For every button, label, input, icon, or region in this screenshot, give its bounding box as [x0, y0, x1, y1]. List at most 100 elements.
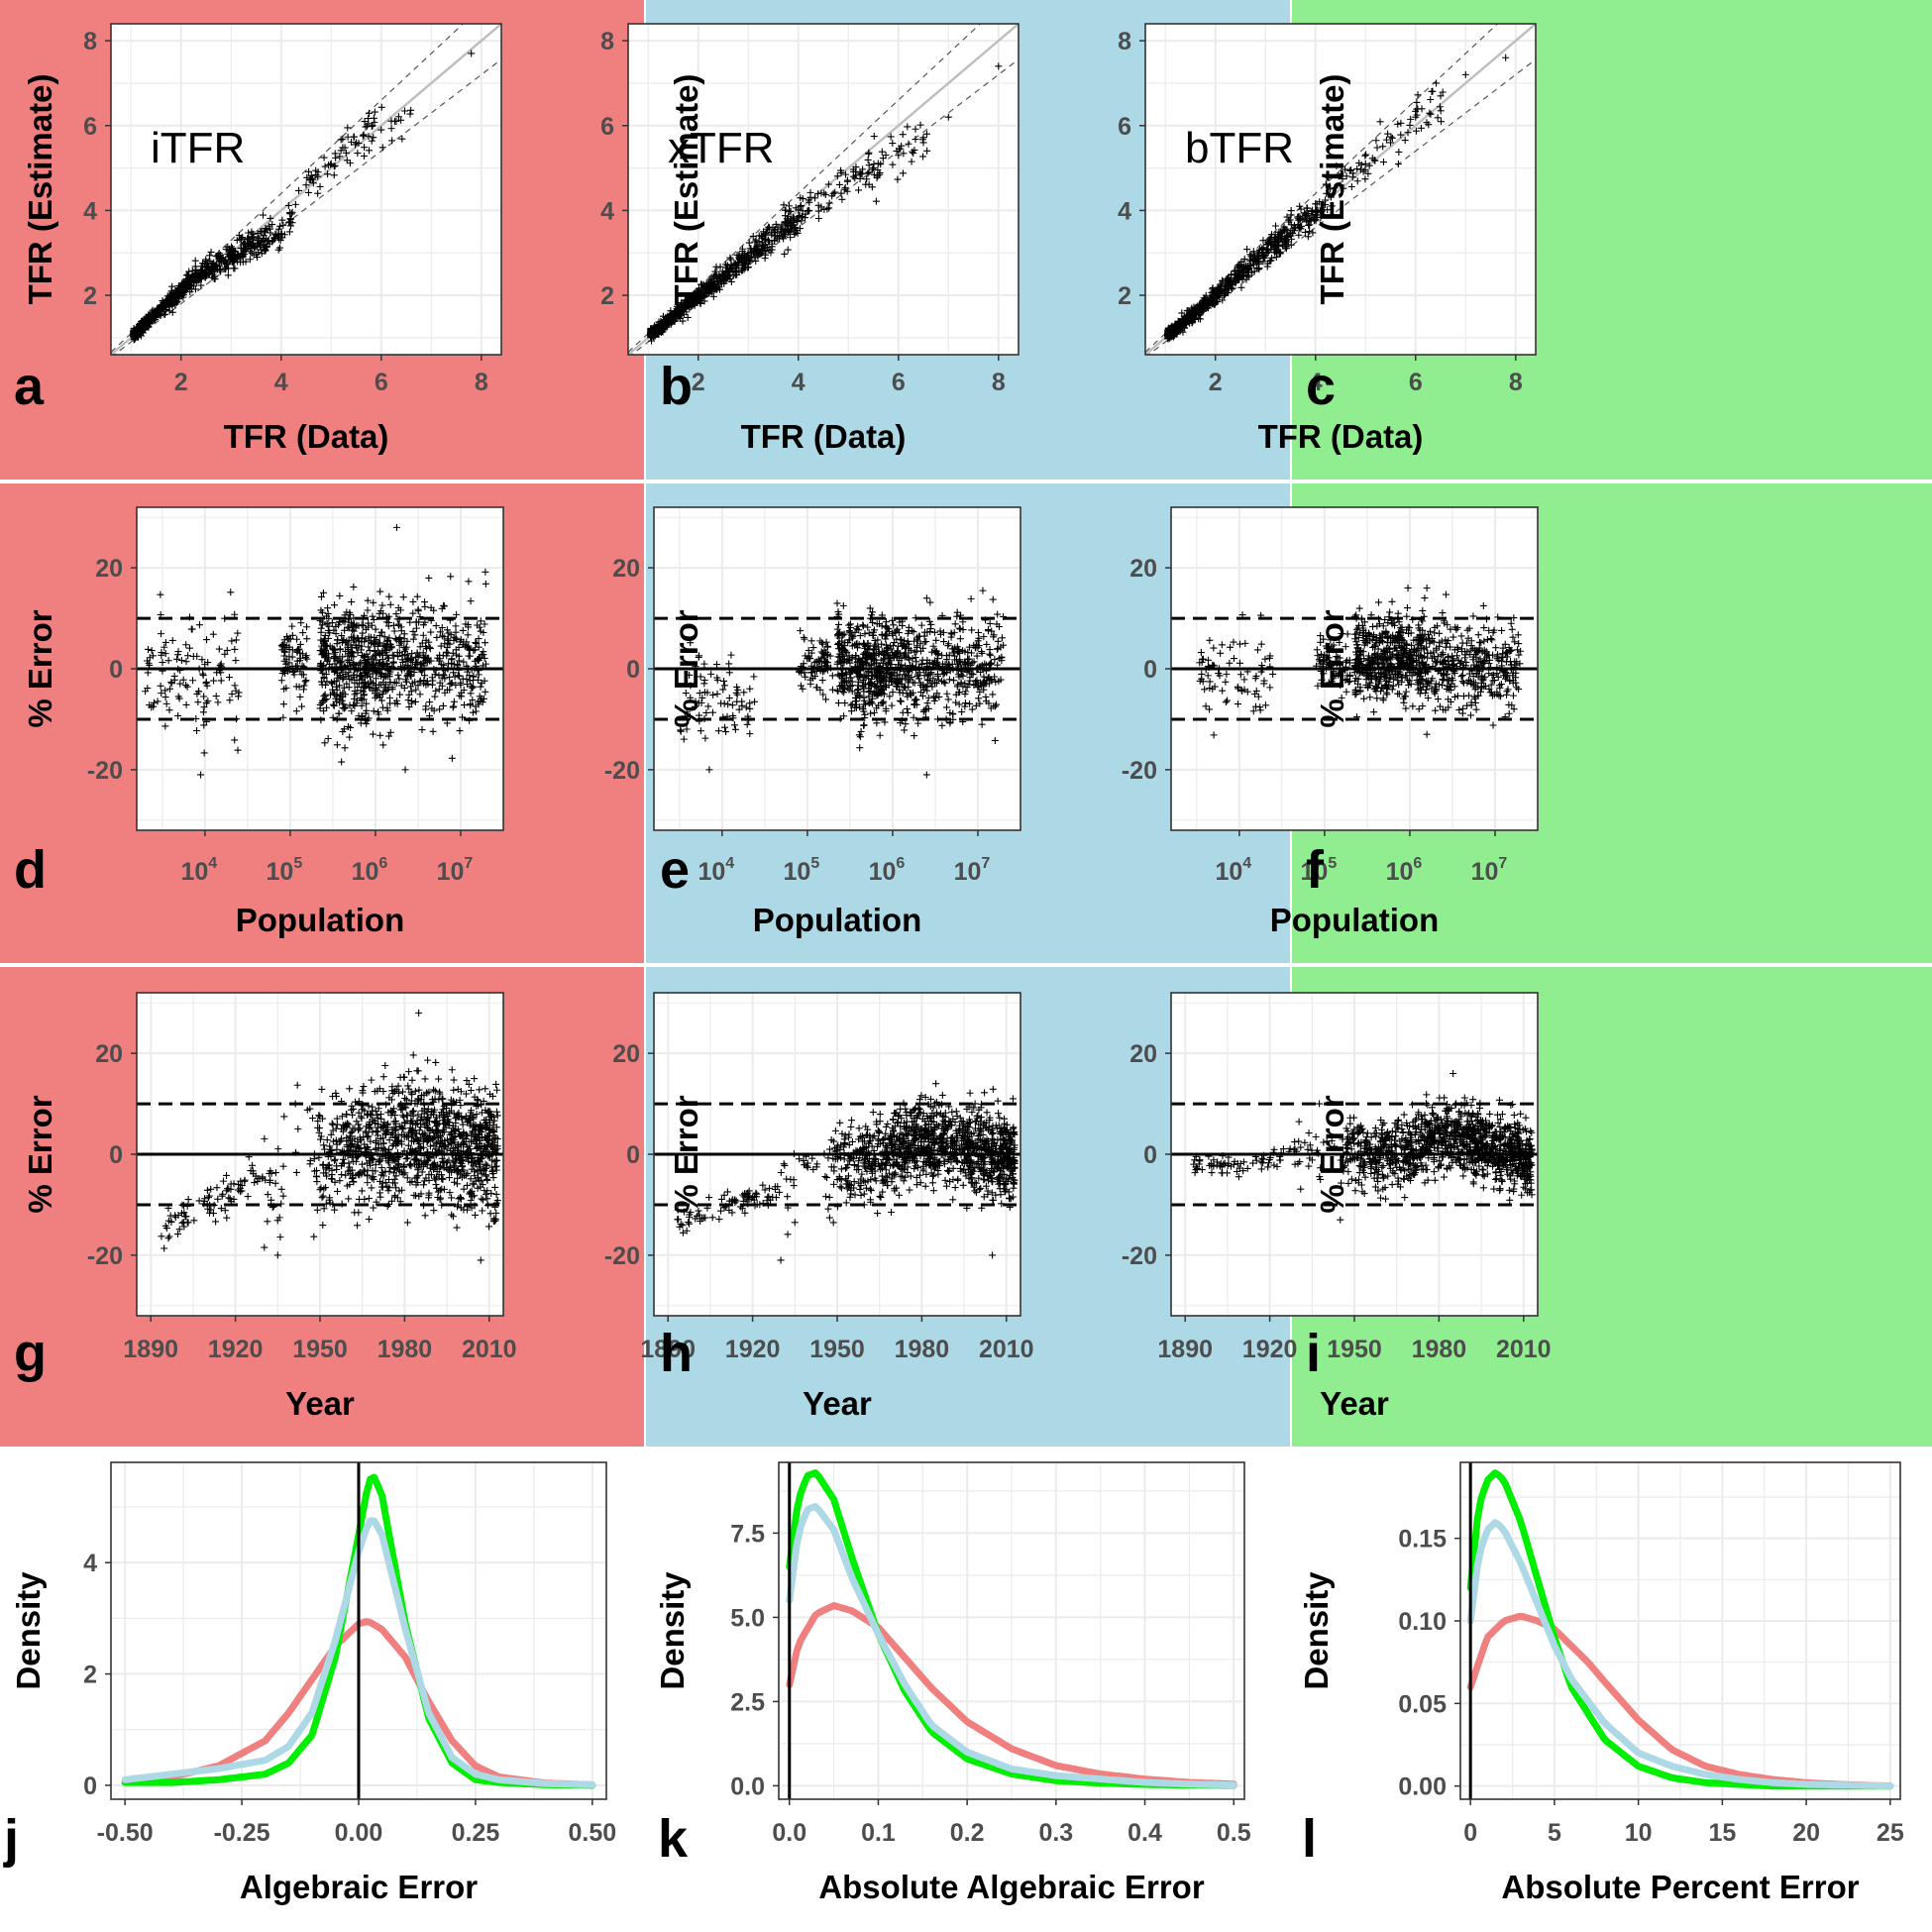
y-tick-label: 2: [600, 282, 614, 310]
data-point: [365, 120, 373, 128]
data-point: [137, 321, 145, 329]
data-point: [212, 253, 220, 261]
data-point: [278, 234, 286, 242]
data-point: [377, 126, 385, 134]
data-point: [679, 317, 687, 325]
y-tick-label: 6: [1118, 113, 1131, 141]
data-point: [215, 257, 223, 265]
data-point: [247, 239, 255, 247]
data-point: [684, 313, 692, 321]
y-tick-label: 8: [1118, 28, 1131, 55]
data-point: [346, 160, 354, 167]
data-point: [274, 235, 282, 243]
data-point: [780, 201, 788, 209]
data-point: [168, 308, 176, 316]
data-point: [237, 250, 245, 258]
data-point: [361, 153, 369, 161]
data-point: [321, 162, 329, 170]
x-axis-title: TFR (Data): [224, 418, 389, 455]
data-point: [366, 109, 374, 117]
panel-tag: d: [14, 840, 47, 900]
data-point: [262, 246, 269, 254]
data-point: [216, 266, 224, 273]
data-point: [361, 144, 369, 152]
data-point: [188, 285, 196, 293]
data-point: [152, 310, 160, 318]
data-point: [316, 182, 324, 190]
data-point: [262, 228, 269, 236]
x-tick-label: 6: [892, 369, 906, 396]
data-point: [203, 268, 211, 276]
data-point: [145, 315, 153, 323]
scatter-points: [647, 62, 1003, 345]
data-point: [269, 234, 277, 242]
data-point: [401, 107, 409, 115]
y-tick-label: 6: [600, 113, 614, 141]
x-tick-label: 8: [1509, 369, 1523, 396]
data-point: [216, 256, 224, 264]
data-point: [387, 125, 395, 133]
data-point: [354, 150, 362, 158]
data-point: [275, 244, 283, 252]
data-point: [201, 273, 209, 281]
data-point: [169, 300, 177, 308]
data-point: [309, 179, 317, 187]
data-point: [388, 137, 396, 145]
data-point: [227, 254, 235, 262]
data-point: [172, 291, 180, 299]
y-tick-label: 6: [83, 113, 97, 141]
data-point: [331, 150, 339, 158]
data-point: [258, 250, 266, 258]
data-point: [191, 263, 199, 270]
data-point: [295, 186, 303, 194]
data-point: [360, 131, 368, 139]
data-point: [185, 268, 193, 275]
x-tick-label: 2: [174, 369, 188, 396]
data-point: [260, 211, 268, 219]
data-point: [228, 252, 236, 260]
y-axis-title: TFR (Estimate): [668, 74, 704, 305]
data-point: [331, 161, 339, 169]
data-point: [368, 137, 376, 145]
x-tick-label: 2: [692, 369, 705, 396]
data-point: [168, 289, 176, 297]
data-point: [344, 124, 352, 132]
data-point: [276, 222, 284, 230]
data-point: [922, 130, 930, 138]
y-axis-title: % Error: [22, 609, 58, 727]
data-point: [251, 244, 259, 252]
data-point: [197, 281, 205, 289]
data-point: [353, 139, 361, 147]
data-point: [397, 116, 405, 124]
data-point: [359, 132, 367, 140]
data-point: [182, 280, 190, 288]
data-point: [336, 153, 344, 161]
x-tick-exponent: 4: [208, 855, 217, 872]
data-point: [371, 108, 378, 116]
data-point: [142, 319, 150, 327]
data-point: [192, 272, 200, 280]
data-point: [244, 235, 252, 243]
data-point: [314, 189, 322, 197]
data-point: [908, 158, 915, 165]
data-point: [267, 214, 274, 222]
data-point: [392, 117, 400, 125]
data-point: [305, 167, 313, 175]
x-tick-base: 10: [352, 858, 379, 886]
data-point: [224, 271, 232, 279]
method-label: xTFR: [668, 124, 775, 172]
upper-bound-line: [628, 24, 982, 353]
x-tick-label: 6: [375, 369, 388, 396]
data-point: [267, 229, 274, 237]
x-axis-title: Population: [236, 902, 404, 938]
data-point: [224, 259, 232, 267]
data-point: [206, 252, 214, 260]
data-point: [377, 103, 385, 111]
data-point: [202, 268, 210, 275]
y-tick-label: 20: [95, 555, 123, 583]
scatter-points: [130, 50, 476, 344]
data-point: [361, 118, 369, 126]
x-axis-title: TFR (Data): [1258, 418, 1424, 455]
